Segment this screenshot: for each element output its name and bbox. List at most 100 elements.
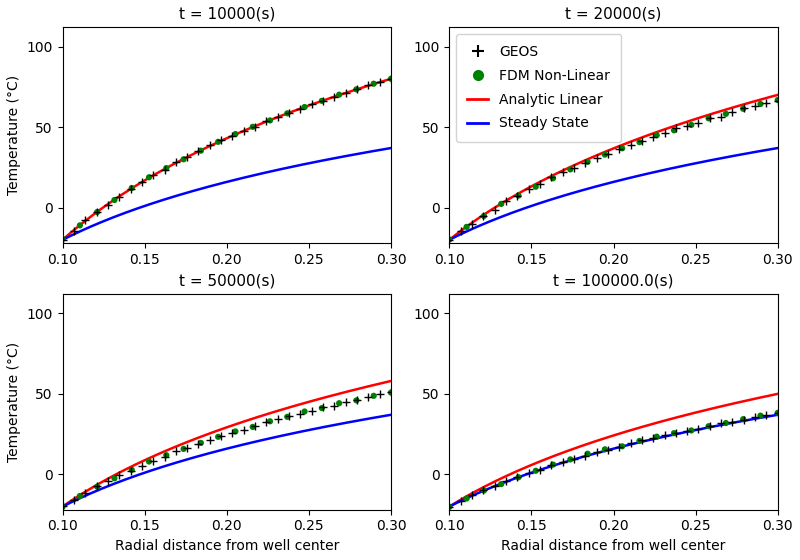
Point xyxy=(668,126,681,135)
Point xyxy=(511,191,524,200)
Title: t = 10000(s): t = 10000(s) xyxy=(178,7,275,22)
Point xyxy=(726,417,739,426)
Title: t = 50000(s): t = 50000(s) xyxy=(178,274,275,289)
Point xyxy=(126,465,138,474)
Point xyxy=(650,131,663,140)
Point xyxy=(738,416,750,425)
Point xyxy=(488,206,501,214)
Point xyxy=(281,109,294,118)
Point xyxy=(564,165,577,174)
Point xyxy=(530,182,542,191)
Point xyxy=(328,92,341,101)
X-axis label: Radial distance from well center: Radial distance from well center xyxy=(502,539,726,553)
Point xyxy=(90,482,103,491)
Point xyxy=(564,455,577,464)
Point xyxy=(726,108,739,116)
Point xyxy=(567,455,580,464)
Point xyxy=(633,138,646,147)
Point xyxy=(90,208,103,217)
Point xyxy=(477,486,490,494)
Point xyxy=(579,451,592,460)
Point xyxy=(443,235,456,244)
Point xyxy=(160,451,173,460)
Point xyxy=(146,171,159,180)
Point xyxy=(443,502,456,511)
Point xyxy=(264,417,277,426)
Point xyxy=(374,77,386,86)
Point xyxy=(530,466,542,475)
Point xyxy=(582,157,594,166)
Point xyxy=(350,85,363,94)
Point xyxy=(478,486,490,495)
Point xyxy=(602,445,614,454)
Point xyxy=(367,391,380,400)
Point xyxy=(298,407,311,416)
Point xyxy=(771,96,784,105)
Point xyxy=(177,155,190,164)
Point xyxy=(737,104,750,113)
Point xyxy=(494,199,507,208)
Point xyxy=(650,432,663,441)
Point xyxy=(685,120,698,129)
Point xyxy=(556,458,569,466)
Point xyxy=(306,407,318,416)
Point xyxy=(616,144,629,153)
Point xyxy=(108,195,121,204)
Point xyxy=(466,219,478,228)
Point xyxy=(749,413,762,422)
Point xyxy=(79,216,92,225)
Point xyxy=(362,393,374,402)
Legend: GEOS, FDM Non-Linear, Analytic Linear, Steady State: GEOS, FDM Non-Linear, Analytic Linear, S… xyxy=(456,34,622,142)
Point xyxy=(545,173,558,182)
Point xyxy=(522,468,535,477)
Point xyxy=(214,136,227,145)
Point xyxy=(367,79,380,88)
Y-axis label: Temperature (°C): Temperature (°C) xyxy=(7,342,21,462)
Point xyxy=(385,74,398,83)
Point xyxy=(633,436,646,445)
Point xyxy=(460,222,473,231)
Point xyxy=(534,180,546,189)
Y-axis label: Temperature (°C): Temperature (°C) xyxy=(7,75,21,195)
Point xyxy=(719,418,732,427)
Point xyxy=(56,502,69,511)
Point xyxy=(350,396,363,405)
Point xyxy=(624,141,637,150)
Point xyxy=(567,164,580,172)
Point xyxy=(598,445,611,454)
Point xyxy=(478,212,490,221)
Point xyxy=(298,102,311,111)
Point xyxy=(703,422,716,431)
Point xyxy=(249,421,262,430)
Point xyxy=(477,212,490,221)
Point xyxy=(74,221,86,230)
Point xyxy=(760,411,773,420)
Point xyxy=(160,164,173,172)
Point xyxy=(534,465,546,474)
Point xyxy=(146,456,159,465)
Point xyxy=(74,492,86,501)
Point xyxy=(556,168,569,177)
Point xyxy=(90,207,103,216)
Point xyxy=(454,226,467,235)
Point xyxy=(249,122,262,131)
Point xyxy=(194,438,207,447)
Point xyxy=(317,96,330,105)
Point xyxy=(192,147,205,156)
Point xyxy=(546,460,559,469)
Point xyxy=(443,502,456,511)
Point xyxy=(124,184,137,193)
Point xyxy=(158,165,171,174)
Point xyxy=(681,427,694,436)
Point xyxy=(771,408,784,417)
Point xyxy=(294,409,307,418)
Point xyxy=(246,122,259,131)
Point xyxy=(754,411,767,420)
Point xyxy=(737,415,750,424)
Point xyxy=(214,431,227,440)
Point xyxy=(460,494,473,503)
Point xyxy=(192,440,205,449)
Point xyxy=(719,109,732,118)
Point xyxy=(212,432,225,441)
Point xyxy=(499,197,512,206)
